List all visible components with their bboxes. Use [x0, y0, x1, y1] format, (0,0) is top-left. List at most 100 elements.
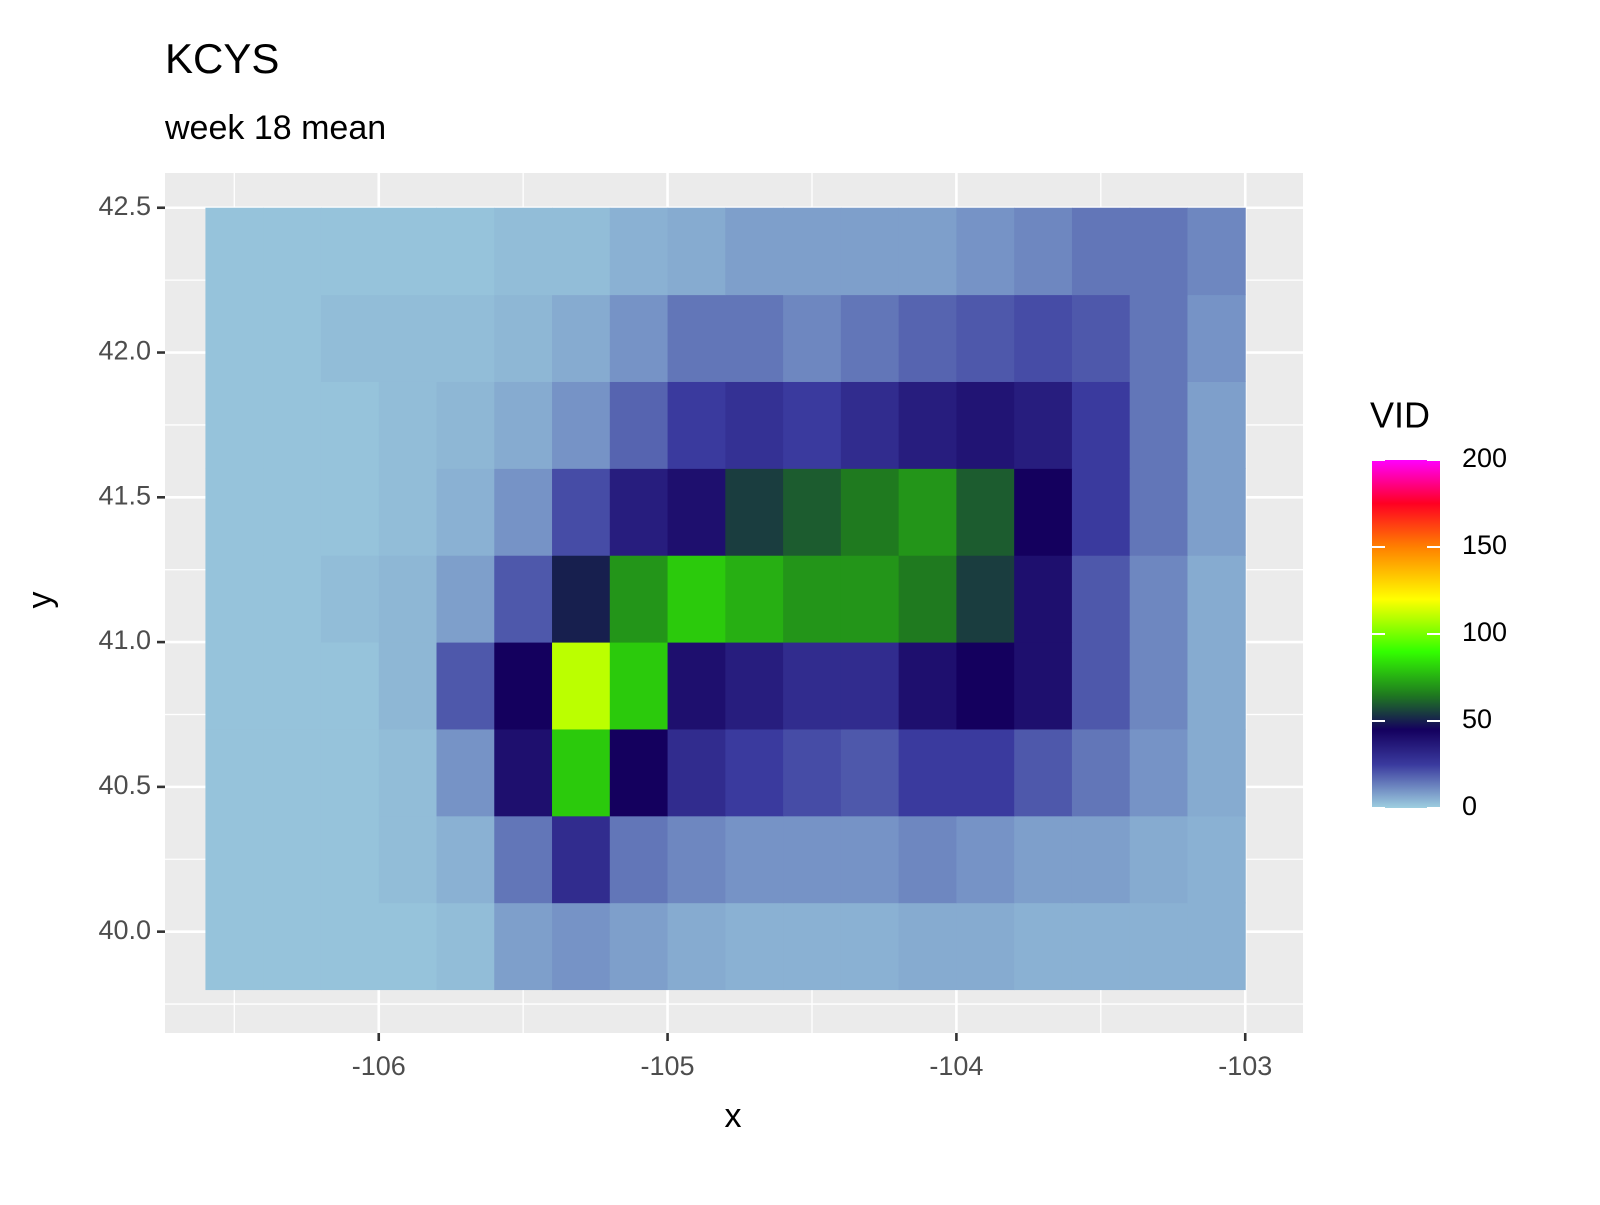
heatmap-cell	[1071, 555, 1131, 643]
heatmap-cell	[956, 642, 1015, 730]
x-tick-label: -105	[641, 1051, 695, 1081]
heatmap-cell	[263, 294, 322, 382]
heatmap-cell	[667, 815, 726, 904]
heatmap-cell	[609, 815, 669, 904]
legend-tick-label: 150	[1462, 530, 1507, 560]
heatmap-cell	[436, 381, 495, 469]
heatmap-cell	[609, 555, 669, 643]
heatmap-cell	[1071, 902, 1131, 991]
heatmap-cell	[320, 902, 380, 991]
heatmap-cell	[1187, 902, 1246, 991]
heatmap-cell	[552, 728, 611, 817]
heatmap-cell	[667, 381, 726, 469]
heatmap-cell	[378, 555, 438, 643]
heatmap-cell	[320, 468, 380, 556]
heatmap-cell	[1129, 555, 1188, 643]
heatmap-cell	[263, 902, 322, 991]
heatmap-cell	[436, 642, 495, 730]
heatmap-cell	[956, 555, 1015, 643]
heatmap-cell	[1014, 728, 1073, 817]
legend-tick-label: 0	[1462, 791, 1477, 821]
heatmap-cell	[1071, 381, 1131, 469]
heatmap-cell	[956, 468, 1015, 556]
heatmap-cell	[494, 207, 553, 296]
heatmap-cell	[725, 902, 784, 991]
heatmap-cell	[205, 207, 264, 296]
heatmap-cell	[1187, 555, 1246, 643]
heatmap-cell	[667, 468, 726, 556]
heatmap-cell	[956, 728, 1015, 817]
heatmap-cell	[725, 381, 784, 469]
heatmap-cell	[609, 207, 669, 296]
heatmap-cell	[436, 207, 495, 296]
heatmap-cell	[1187, 642, 1246, 730]
heatmap-cell	[956, 815, 1015, 904]
heatmap-cell	[1014, 294, 1073, 382]
heatmap-cell	[263, 207, 322, 296]
heatmap-cell	[840, 294, 900, 382]
heatmap-cell	[263, 642, 322, 730]
heatmap-cell	[783, 815, 842, 904]
y-tick-label: 42.5	[98, 191, 151, 221]
heatmap-cell	[378, 468, 438, 556]
heatmap-cell	[956, 902, 1015, 991]
heatmap-cell	[494, 642, 553, 730]
heatmap-cell	[320, 555, 380, 643]
heatmap-cell	[725, 642, 784, 730]
heatmap-cell	[725, 555, 784, 643]
heatmap-cell	[552, 294, 611, 382]
heatmap-cell	[1014, 468, 1073, 556]
heatmap-cell	[783, 902, 842, 991]
heatmap-cell	[1014, 555, 1073, 643]
x-tick-label: -104	[929, 1051, 983, 1081]
heatmap-cell	[898, 381, 957, 469]
heatmap-cell	[609, 642, 669, 730]
heatmap-cell	[552, 207, 611, 296]
x-tick-label: -103	[1218, 1051, 1272, 1081]
heatmap-cell	[205, 468, 264, 556]
heatmap-cell	[263, 468, 322, 556]
heatmap-cell	[1129, 294, 1188, 382]
heatmap-cell	[436, 555, 495, 643]
heatmap-cell	[378, 902, 438, 991]
chart-subtitle: week 18 mean	[164, 109, 386, 147]
heatmap-cell	[320, 381, 380, 469]
heatmap-cell	[378, 294, 438, 382]
x-tick-label: -106	[352, 1051, 406, 1081]
heatmap-cell	[263, 381, 322, 469]
heatmap-cell	[263, 815, 322, 904]
heatmap-cell	[494, 815, 553, 904]
heatmap-cell	[609, 381, 669, 469]
heatmap-cell	[898, 642, 957, 730]
heatmap-cell	[378, 815, 438, 904]
heatmap-cell	[552, 902, 611, 991]
heatmap-cell	[1187, 381, 1246, 469]
heatmap-cell	[956, 381, 1015, 469]
heatmap-cell	[205, 294, 264, 382]
heatmap-cell	[898, 468, 957, 556]
heatmap-cell	[725, 728, 784, 817]
heatmap-cell	[378, 728, 438, 817]
heatmap-cell	[552, 468, 611, 556]
heatmap-cell	[1014, 902, 1073, 991]
heatmap-cell	[956, 207, 1015, 296]
heatmap-cell	[667, 555, 726, 643]
heatmap-cell	[956, 294, 1015, 382]
heatmap-cell	[898, 728, 957, 817]
heatmap-cell	[1071, 207, 1131, 296]
heatmap-cell	[494, 555, 553, 643]
heatmap-cell	[494, 381, 553, 469]
heatmap-cell	[1014, 815, 1073, 904]
heatmap-cell	[1071, 468, 1131, 556]
heatmap-cell	[840, 728, 900, 817]
heatmap-cell	[205, 728, 264, 817]
heatmap-cell	[840, 555, 900, 643]
heatmap-cell	[1187, 294, 1246, 382]
heatmap-cell	[1129, 381, 1188, 469]
heatmap-cell	[205, 642, 264, 730]
heatmap-cell	[1071, 815, 1131, 904]
heatmap-cell	[725, 294, 784, 382]
heatmap-cell	[667, 642, 726, 730]
heatmap-cell	[263, 728, 322, 817]
